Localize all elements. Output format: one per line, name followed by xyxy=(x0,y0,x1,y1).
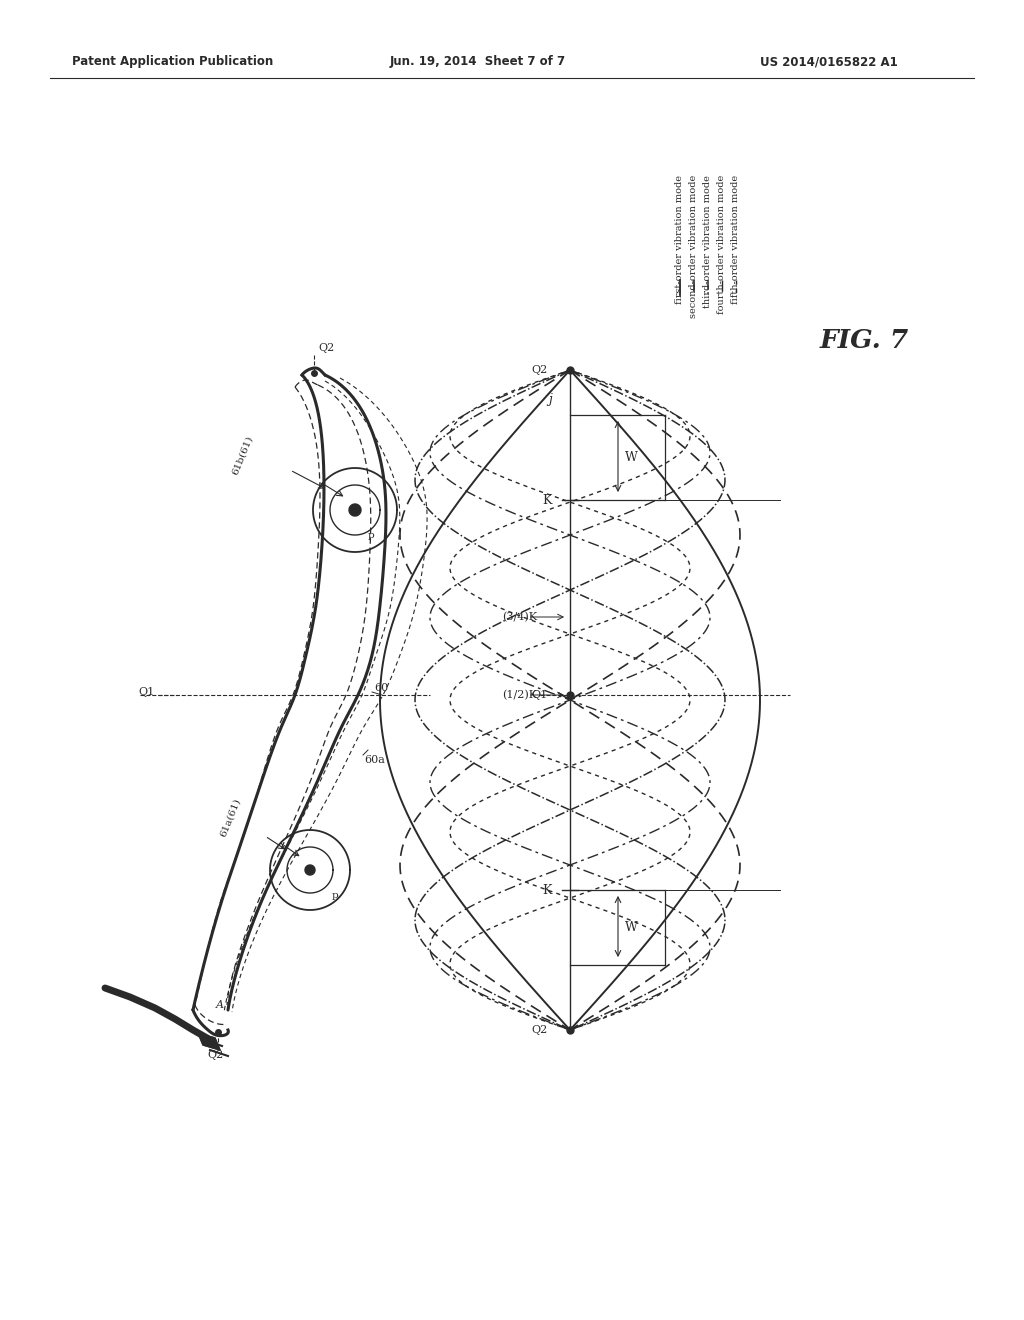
Polygon shape xyxy=(198,1034,220,1049)
Text: 60a: 60a xyxy=(364,755,385,766)
Text: p: p xyxy=(332,891,339,899)
Text: Q2: Q2 xyxy=(531,1026,548,1035)
Polygon shape xyxy=(349,504,361,516)
Text: first-order vibration mode: first-order vibration mode xyxy=(676,176,684,304)
Text: 61b(61): 61b(61) xyxy=(230,434,254,477)
Text: A: A xyxy=(216,1001,224,1010)
Text: K: K xyxy=(543,883,552,896)
Text: fourth-order vibration mode: fourth-order vibration mode xyxy=(718,176,726,314)
Text: Q1: Q1 xyxy=(531,690,548,700)
Text: FIG. 7: FIG. 7 xyxy=(820,327,909,352)
Text: third-order vibration mode: third-order vibration mode xyxy=(703,176,713,308)
Text: 61a(61): 61a(61) xyxy=(218,797,242,838)
Text: p: p xyxy=(368,531,375,540)
Text: Patent Application Publication: Patent Application Publication xyxy=(72,55,273,69)
Text: W: W xyxy=(625,921,638,935)
Text: 60: 60 xyxy=(374,682,388,693)
Text: (3/4)K: (3/4)K xyxy=(502,612,538,622)
Text: K: K xyxy=(543,494,552,507)
Text: US 2014/0165822 A1: US 2014/0165822 A1 xyxy=(760,55,898,69)
Text: fifth-order vibration mode: fifth-order vibration mode xyxy=(731,176,740,304)
Text: Q1: Q1 xyxy=(138,686,155,697)
Text: j: j xyxy=(548,393,552,407)
Text: Q2: Q2 xyxy=(207,1049,223,1060)
Polygon shape xyxy=(305,865,315,875)
Text: Q2: Q2 xyxy=(318,343,334,352)
Text: W: W xyxy=(625,451,638,465)
Text: Q2: Q2 xyxy=(531,366,548,375)
Text: (1/2)K: (1/2)K xyxy=(502,690,538,700)
Text: Jun. 19, 2014  Sheet 7 of 7: Jun. 19, 2014 Sheet 7 of 7 xyxy=(390,55,566,69)
Text: second-order vibration mode: second-order vibration mode xyxy=(689,176,698,318)
